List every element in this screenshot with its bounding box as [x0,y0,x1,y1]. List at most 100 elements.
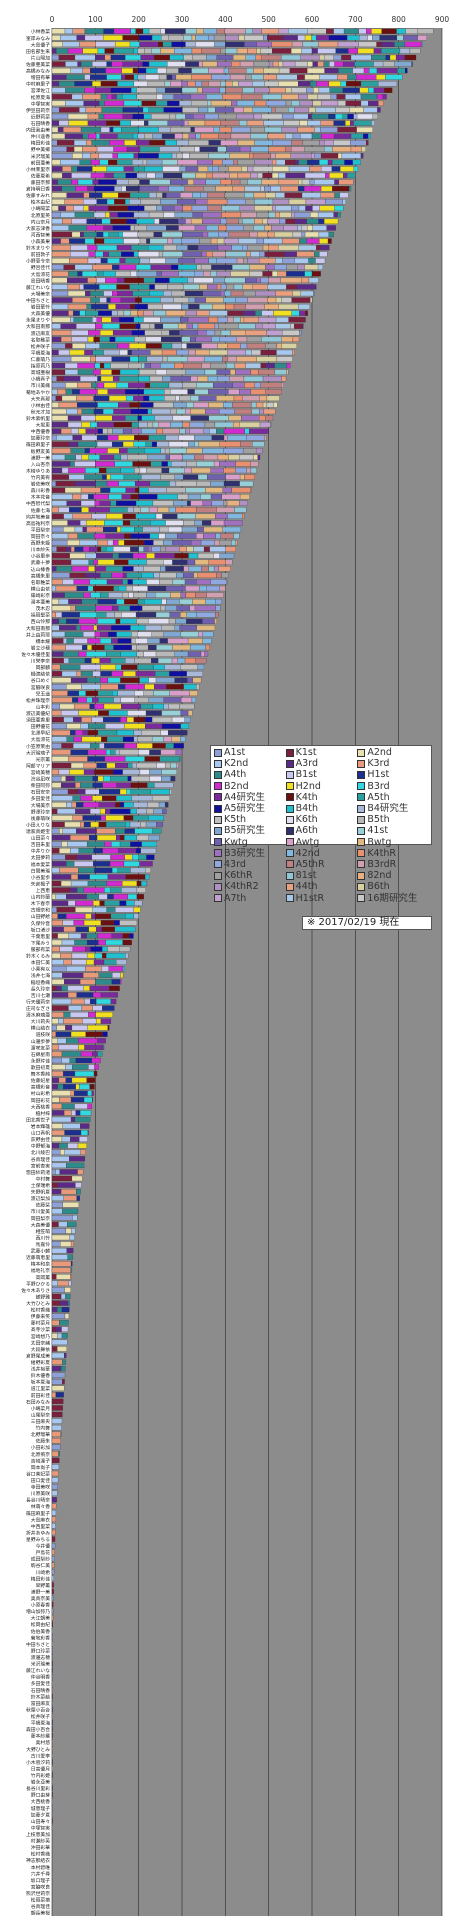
bar-segment [256,212,269,218]
bar-segment [254,100,267,107]
bar-segment [253,61,270,67]
bar-segment [97,598,117,605]
bar-segment [131,644,137,651]
bar-segment [73,703,90,710]
member-label: 北野瑠華 [31,1431,50,1438]
bar-segment [177,199,196,205]
bar-segment [61,743,74,749]
bar-segment [115,828,125,834]
member-label: 平田梨奈 [31,526,50,533]
bar-segment [51,1136,63,1142]
bar-segment [134,336,146,343]
bar-segment [140,199,161,205]
bar-segment [120,454,128,461]
bar-segment [136,87,157,93]
bar-segment [122,736,135,742]
bar-segment [315,258,326,264]
legend-swatch [285,759,294,768]
bar-segment [117,690,135,697]
member-label: 大段舞依 [31,1346,50,1353]
bar-segment [61,467,69,474]
bar-segment [184,657,196,664]
bar-segment [373,48,382,54]
bar-segment [298,179,303,185]
bar-segment [51,1280,58,1287]
bar-segment [93,861,111,867]
bar-segment [51,1228,66,1234]
bar-segment [87,749,107,756]
legend-label: K6thR [224,870,253,882]
bar-segment [184,290,203,297]
bar-segment [265,192,276,198]
bar-segment [109,336,116,343]
bar-segment [185,585,200,592]
bar-segment [113,697,122,703]
bar-segment [69,1156,86,1162]
bar-segment [337,212,341,218]
bar-segment [257,454,261,461]
bar-segment [139,146,160,152]
bar-segment [63,264,76,270]
bar-segment [51,920,63,926]
bar-segment [148,107,164,113]
bar-segment [70,448,86,454]
legend-swatch [214,882,222,891]
bar-segment [91,382,98,388]
bar-segment [51,539,68,546]
bar-segment [373,61,384,67]
bar-segment [354,61,374,67]
bar-segment [116,795,132,801]
bar-segment [65,1293,71,1300]
bar-segment [247,258,260,264]
bar-segment [71,336,89,343]
member-label: 達家真姫宝 [26,828,50,835]
bar-segment [239,146,252,152]
bar-segment [265,415,274,421]
legend-item: A6th [285,825,358,836]
bar-segment [51,1746,53,1752]
bar-segment [138,376,151,382]
bar-segment [102,848,119,854]
bar-segment [99,100,105,107]
bar-segment [90,808,101,815]
bar-segment [126,572,142,579]
bar-segment [109,126,114,133]
bar-segment [272,159,277,166]
bar-segment [129,605,143,611]
bar-segment [127,579,133,585]
bar-segment [245,277,257,284]
bar-segment [51,1634,53,1641]
bar-segment [187,277,194,284]
member-label: 吉川七瀬 [31,992,50,999]
member-label: 西山怜那 [31,618,50,625]
bar-segment [61,395,77,402]
bar-segment [101,317,112,323]
bar-segment [403,35,418,41]
bar-segment [68,1005,83,1011]
bar-segment [103,362,111,369]
bar-segment [145,343,162,349]
bar-segment [192,677,202,683]
bar-segment [196,579,211,585]
bar-segment [86,651,107,657]
bar-segment [151,736,164,742]
bar-segment [233,284,243,290]
bar-segment [261,54,282,61]
bar-segment [258,317,277,323]
bar-segment [106,952,126,959]
bar-segment [381,41,395,48]
bar-segment [221,494,241,500]
bar-segment [95,605,113,611]
bar-segment [214,323,219,329]
bar-segment [258,369,275,375]
bar-segment [122,579,128,585]
bar-segment [71,1175,83,1182]
bar-segment [180,664,198,670]
member-label: 佐藤夏希 [31,172,50,179]
bar-segment [193,179,206,185]
bar-segment [175,618,187,624]
bar-segment [67,539,80,546]
bar-segment [264,225,272,231]
bar-segment [231,539,236,546]
bar-segment [122,113,133,120]
